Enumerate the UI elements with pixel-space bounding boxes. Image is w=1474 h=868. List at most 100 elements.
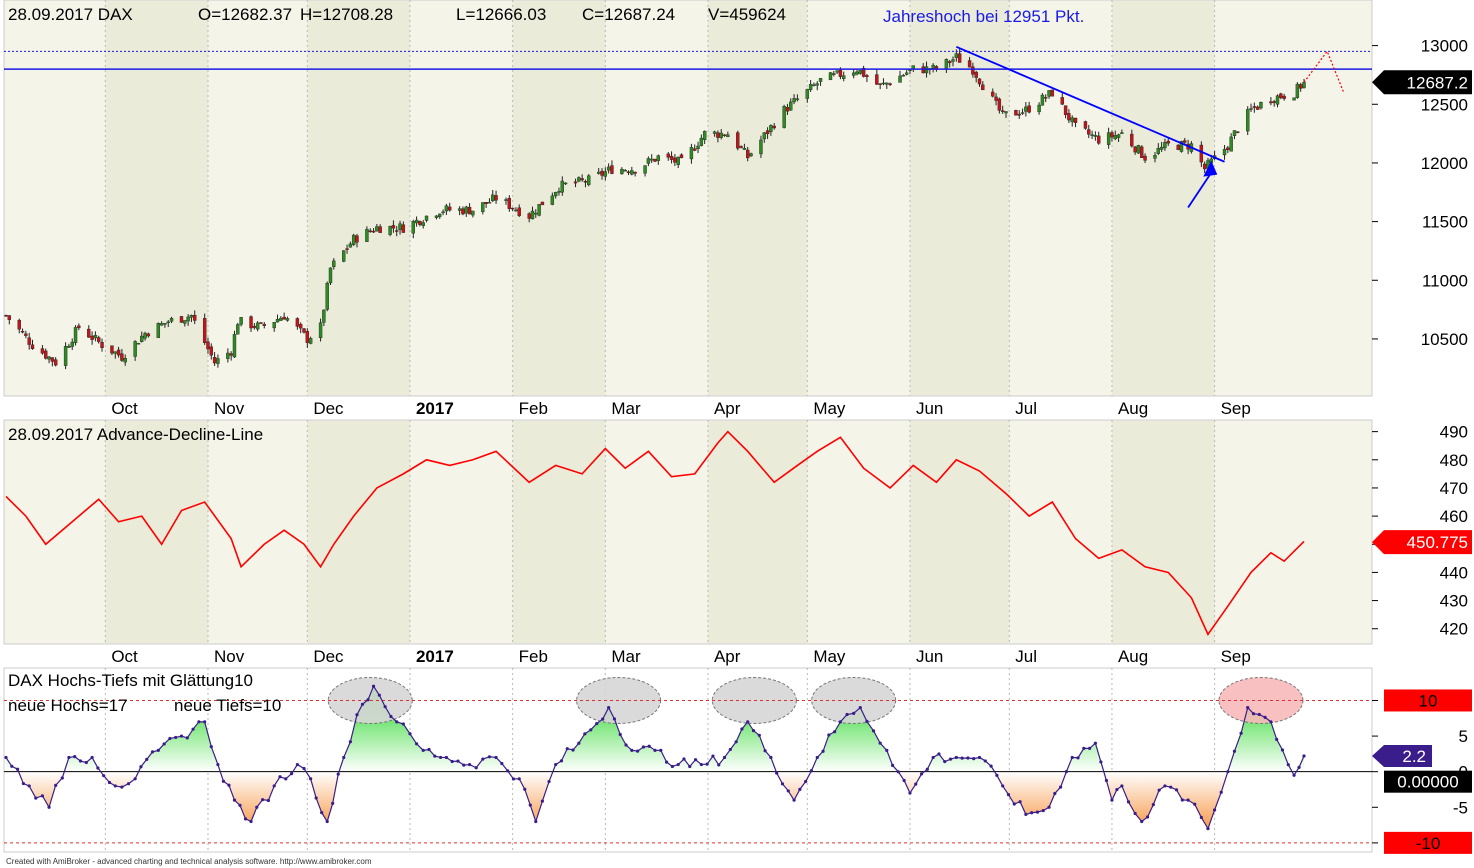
threshold-lines (4, 699, 1372, 844)
candle-body (504, 199, 508, 201)
candle-body (1298, 84, 1303, 89)
month-band (707, 1, 808, 395)
candle (1236, 131, 1240, 134)
highs-lows-point (1064, 770, 1069, 774)
candle (143, 331, 147, 341)
x-tick-label: Nov (214, 399, 245, 418)
highs-lows-point (943, 760, 947, 764)
candle (1020, 108, 1025, 115)
month-gridlines (104, 420, 1216, 644)
candle (527, 212, 531, 223)
highs-lows-point (179, 734, 184, 738)
candle-body (255, 322, 260, 330)
year-high-annotation: Jahreshoch bei 12951 Pkt. (883, 7, 1084, 26)
highs-lows-point (21, 781, 25, 786)
highs-lows-point (40, 794, 45, 798)
x-tick-label: Sep (1221, 647, 1251, 666)
highs-lows-point (931, 755, 935, 760)
candle (805, 88, 810, 103)
candle-body (1110, 132, 1114, 138)
candle-body (279, 317, 283, 321)
highs-lows-point (786, 789, 790, 793)
candle-body (1116, 134, 1121, 138)
candle-body (1040, 94, 1045, 106)
candle (308, 336, 313, 345)
candle (285, 316, 290, 322)
candle-body (832, 73, 836, 76)
highs-lows-point (467, 762, 472, 767)
candle-body (1067, 113, 1071, 121)
negative-area (6, 771, 1304, 829)
highs-lows-point (1012, 802, 1016, 806)
candle (355, 233, 359, 248)
candle-body (202, 318, 207, 343)
x-tick-label: Oct (111, 647, 138, 666)
highs-lows-point (232, 798, 237, 802)
candle-body (1229, 136, 1233, 152)
candle (1067, 109, 1071, 124)
lower-threshold-label-bg (1384, 831, 1472, 854)
candle (136, 342, 141, 345)
candle (169, 316, 174, 324)
candle-body (1153, 154, 1157, 159)
candle (63, 342, 68, 370)
candle-body (193, 314, 197, 321)
candle (603, 167, 608, 181)
candle-body (295, 318, 300, 327)
highs-lows-point (636, 749, 640, 753)
candle-body (1073, 117, 1078, 123)
candle (183, 320, 187, 327)
candle (216, 354, 220, 368)
highs-lows-point (595, 721, 599, 726)
candle (494, 190, 498, 204)
month-band (707, 421, 808, 643)
candle-body (365, 228, 369, 242)
candle (832, 70, 836, 77)
y-tick-label: 420 (1440, 620, 1468, 639)
highs-lows-point (1110, 798, 1114, 802)
candle (656, 154, 661, 165)
upper-threshold-label-bg (1384, 689, 1472, 712)
highs-lows-point (589, 728, 593, 732)
highs-lows-point (15, 767, 20, 771)
candle-body (679, 154, 684, 159)
candle-body (1140, 146, 1144, 158)
candle (789, 98, 793, 111)
candle (792, 94, 796, 105)
highs-lows-point (295, 762, 299, 767)
highs-lows-point (73, 755, 77, 759)
candle (17, 318, 21, 334)
candle (858, 70, 862, 75)
candle (371, 228, 376, 233)
candle-body (947, 61, 952, 64)
highs-lows-point (377, 693, 381, 697)
x-tick-label: Jun (916, 399, 943, 418)
candle (1060, 92, 1064, 106)
candle-body (702, 130, 707, 140)
month-band (307, 1, 410, 395)
candle-body (259, 322, 263, 324)
candle (100, 338, 104, 352)
candle-body (100, 342, 104, 349)
adl-title: 28.09.2017 Advance-Decline-Line (8, 425, 263, 444)
highs-lows-point (746, 720, 750, 724)
highs-lows-point (395, 720, 399, 724)
highs-lows-point (1024, 812, 1028, 817)
candle-body (189, 314, 194, 318)
candle-body (73, 327, 78, 344)
candle (110, 345, 114, 356)
highs-lows-point (647, 744, 651, 748)
y-tick-label: 12000 (1421, 154, 1468, 173)
candle (1073, 117, 1078, 128)
adl-y-axis: 420430440450460470480490450.775 (1372, 423, 1472, 639)
highs-lows-point (1286, 763, 1290, 767)
candle (206, 337, 210, 354)
candle (1232, 130, 1237, 140)
candle (70, 338, 74, 350)
candle-body (597, 171, 601, 174)
candle (669, 151, 674, 164)
candle (785, 103, 790, 116)
candle (90, 331, 94, 345)
candle-body (53, 359, 58, 366)
